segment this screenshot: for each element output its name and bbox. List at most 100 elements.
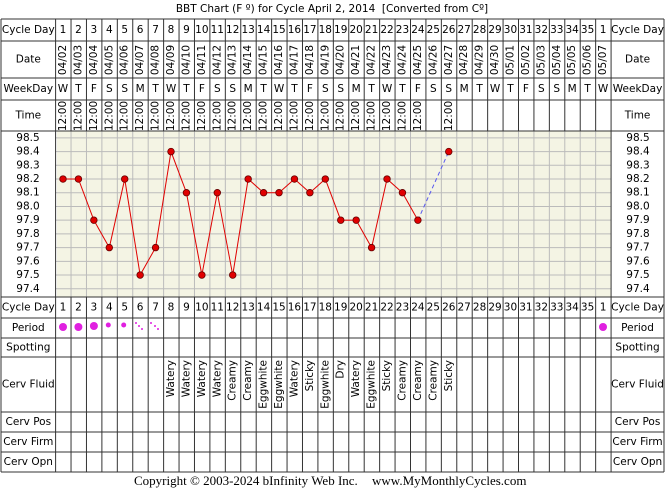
row-label: WeekDay: [4, 83, 54, 95]
time: 12:00: [119, 101, 131, 131]
time: 12:00: [304, 101, 316, 131]
cerv-fluid: Creamy: [427, 360, 439, 401]
cycle-day: 33: [550, 24, 563, 36]
y-tick-label: 97.7: [16, 242, 39, 254]
y-tick-label: 98.2: [16, 173, 39, 185]
time: 12:00: [258, 101, 270, 131]
cycle-day: 15: [272, 302, 285, 314]
row-label: WeekDay: [613, 83, 663, 95]
cycle-day: 31: [519, 24, 532, 36]
weekday: S: [322, 83, 329, 95]
temp-line: [139, 247, 157, 276]
cerv-fluid: Creamy: [396, 360, 408, 401]
cycle-day: 23: [396, 24, 409, 36]
temp-line: [155, 151, 172, 248]
weekday: T: [583, 83, 591, 95]
row-label: Period: [621, 322, 654, 334]
temp-line: [324, 178, 342, 221]
y-tick-label: 98.3: [16, 159, 39, 171]
cycle-day: 4: [106, 24, 113, 36]
cycle-day: 2: [75, 302, 82, 314]
cycle-day: 31: [519, 302, 532, 314]
period-dot: [59, 323, 67, 331]
temp-point: [105, 243, 113, 252]
weekday: T: [475, 83, 483, 95]
date: 04/06: [119, 45, 131, 76]
cycle-day: 1: [60, 302, 67, 314]
weekday: T: [398, 83, 406, 95]
y-tick-label: 98.1: [16, 187, 39, 199]
temp-point: [367, 243, 376, 252]
y-tick-label: 98.2: [626, 173, 649, 185]
cycle-day: 10: [195, 24, 208, 36]
cycle-day: 25: [427, 302, 440, 314]
row-label: Cycle Day: [2, 24, 55, 36]
period-dot: [89, 322, 98, 330]
cycle-day: 3: [91, 302, 98, 314]
cycle-day: 20: [349, 24, 362, 36]
period-dot: [121, 322, 127, 328]
time: 12:00: [57, 101, 69, 131]
date: 04/29: [474, 45, 486, 75]
temp-line: [232, 178, 249, 276]
date: 04/21: [350, 45, 362, 75]
weekday: F: [307, 83, 313, 95]
weekday: F: [523, 83, 529, 95]
date: 04/13: [227, 45, 239, 75]
row-label: Time: [14, 110, 41, 122]
weekday: W: [274, 83, 285, 95]
period-dot: [141, 328, 143, 330]
date: 04/16: [273, 45, 285, 76]
cycle-day: 24: [411, 302, 425, 314]
temp-line: [185, 192, 203, 276]
temp-line: [201, 192, 218, 276]
cerv-fluid: Dry: [335, 360, 347, 379]
cycle-day: 13: [241, 302, 254, 314]
date: 05/03: [535, 45, 547, 75]
cycle-day: 21: [365, 302, 378, 314]
cycle-day: 21: [365, 24, 378, 36]
row-label: Cycle Day: [611, 302, 664, 314]
temp-point: [151, 243, 160, 252]
cycle-day: 33: [550, 302, 563, 314]
temp-point: [136, 271, 144, 279]
temp-point: [275, 189, 283, 197]
y-tick-label: 98.5: [626, 132, 649, 144]
cycle-day: 32: [535, 24, 548, 36]
row-label: Cerv Opn: [4, 456, 53, 468]
date: 04/20: [335, 45, 347, 75]
footer: www.MyMonthlyCycles.com: [372, 473, 526, 488]
date: 04/12: [211, 45, 223, 75]
temp-point: [182, 189, 191, 197]
time: 12:00: [273, 101, 285, 131]
time: 12:00: [242, 101, 254, 131]
temp-point: [90, 216, 98, 224]
cycle-day: 32: [535, 302, 548, 314]
time: 12:00: [366, 101, 378, 131]
cerv-fluid: Creamy: [412, 360, 424, 401]
temp-line: [355, 219, 373, 248]
date: 05/05: [566, 45, 578, 75]
cycle-day: 6: [137, 302, 144, 314]
cycle-day: 20: [349, 302, 362, 314]
date: 04/02: [57, 45, 69, 75]
temp-line: [93, 219, 110, 248]
cycle-day: 30: [504, 302, 517, 314]
weekday: M: [460, 83, 469, 95]
date: 04/04: [88, 45, 100, 76]
time: 12:00: [335, 101, 347, 131]
cycle-day: 14: [257, 302, 271, 314]
period-dot: [135, 322, 137, 324]
temp-point: [74, 175, 83, 183]
weekday: M: [352, 83, 361, 95]
row-label: Cerv Firm: [612, 436, 662, 448]
cycle-day: 11: [211, 302, 224, 314]
weekday: S: [106, 83, 113, 95]
y-tick-label: 97.9: [626, 214, 649, 226]
cerv-fluid: Watery: [180, 360, 192, 397]
cycle-day: 16: [288, 302, 302, 314]
weekday: W: [382, 83, 393, 95]
cycle-day: 2: [75, 24, 82, 36]
row-label: Date: [16, 54, 41, 66]
